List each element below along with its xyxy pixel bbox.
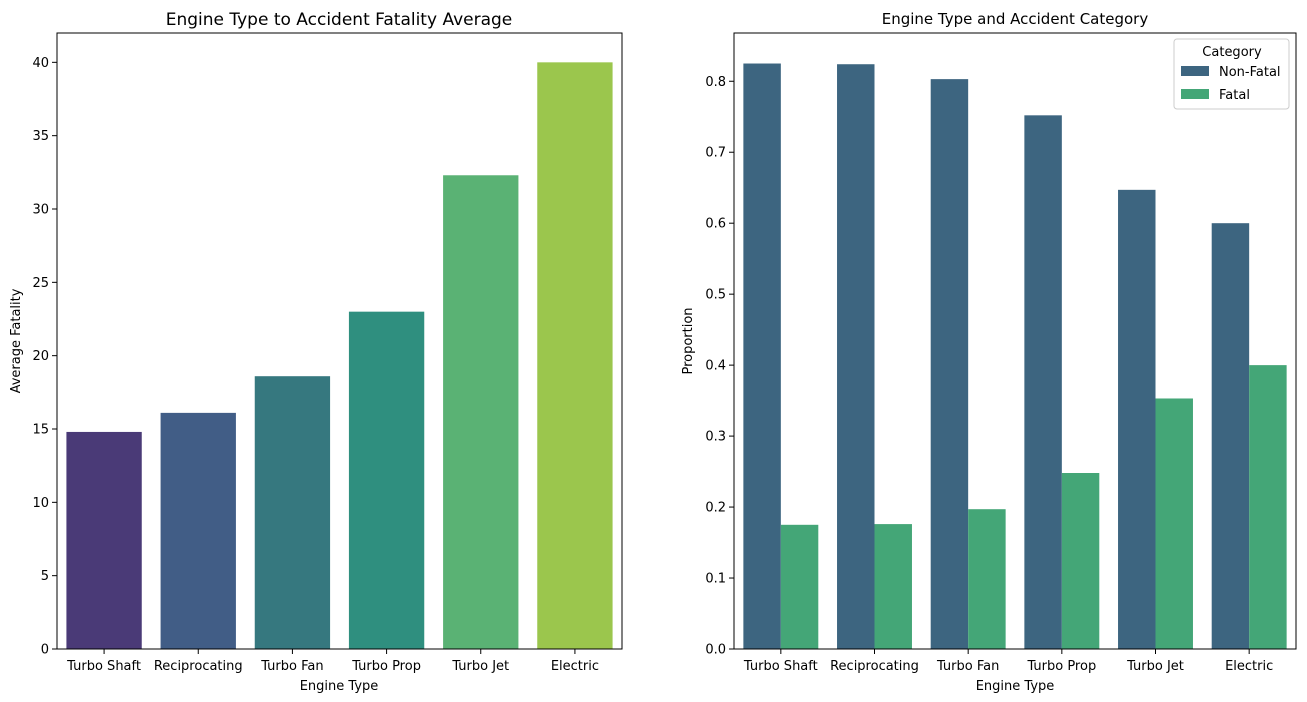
x-tick-label: Electric xyxy=(1225,659,1273,674)
x-axis-label: Engine Type xyxy=(976,679,1055,694)
y-tick-label: 40 xyxy=(32,56,49,71)
x-tick-label: Turbo Jet xyxy=(451,659,509,674)
bar-turbo-shaft xyxy=(66,431,142,649)
y-tick-label: 0.2 xyxy=(705,501,726,516)
y-tick-label: 25 xyxy=(32,276,49,291)
y-tick-label: 0.7 xyxy=(705,146,726,161)
chart-title: Engine Type to Accident Fatality Average xyxy=(166,10,513,30)
y-tick-label: 20 xyxy=(32,349,49,364)
y-tick-label: 5 xyxy=(41,569,49,584)
legend-title: Category xyxy=(1202,45,1262,60)
legend-label-non-fatal: Non-Fatal xyxy=(1219,65,1281,80)
x-tick-label: Turbo Fan xyxy=(260,659,323,674)
y-tick-label: 0 xyxy=(41,643,49,658)
bar-fatal-reciprocating xyxy=(874,524,912,649)
x-tick-label: Turbo Jet xyxy=(1126,659,1184,674)
bar-non-fatal-turbo-jet xyxy=(1118,189,1156,649)
chart-title: Engine Type and Accident Category xyxy=(882,10,1149,28)
accident-category-chart: Engine Type and Accident Category 0.0 0.1… xyxy=(681,10,1297,694)
x-tick-label: Turbo Fan xyxy=(936,659,999,674)
y-tick-label: 30 xyxy=(32,203,49,218)
legend-label-fatal: Fatal xyxy=(1219,88,1250,103)
x-tick-label: Turbo Prop xyxy=(351,659,421,674)
plot-frame xyxy=(733,32,1297,650)
y-tick-label: 0.4 xyxy=(705,359,726,374)
bar-turbo-fan xyxy=(254,376,331,649)
bar-turbo-jet xyxy=(443,175,519,649)
bar-reciprocating xyxy=(160,412,236,649)
bar-fatal-electric xyxy=(1249,365,1287,649)
bar-non-fatal-turbo-fan xyxy=(930,79,969,650)
x-tick-label: Electric xyxy=(551,659,599,674)
bar-non-fatal-turbo-prop xyxy=(1024,115,1062,650)
y-axis-label: Proportion xyxy=(681,307,696,374)
bar-non-fatal-reciprocating xyxy=(837,64,875,649)
x-tick-label: Reciprocating xyxy=(154,659,243,674)
bar-turbo-prop xyxy=(348,311,425,649)
x-tick-label: Turbo Shaft xyxy=(66,659,141,674)
y-tick-label: 35 xyxy=(32,129,49,144)
y-tick-label: 0.3 xyxy=(705,430,726,445)
bar-fatal-turbo-jet xyxy=(1155,398,1193,649)
bar-electric xyxy=(537,62,613,650)
bar-fatal-turbo-shaft xyxy=(780,524,819,649)
bar-fatal-turbo-prop xyxy=(1061,473,1100,649)
y-tick-label: 15 xyxy=(32,423,49,438)
bar-fatal-turbo-fan xyxy=(968,509,1006,649)
y-axis-label: Average Fatality xyxy=(9,288,24,393)
y-tick-label: 0.6 xyxy=(705,217,726,232)
x-tick-label: Turbo Prop xyxy=(1026,659,1096,674)
x-axis-label: Engine Type xyxy=(300,679,379,694)
legend-swatch-non-fatal xyxy=(1181,66,1209,76)
bar-non-fatal-turbo-shaft xyxy=(743,63,781,650)
y-tick-label: 10 xyxy=(32,496,49,511)
legend: Category Non-Fatal Fatal xyxy=(1173,38,1290,110)
x-tick-label: Reciprocating xyxy=(830,659,919,674)
y-tick-label: 0.1 xyxy=(705,572,726,587)
legend-swatch-fatal xyxy=(1181,89,1209,99)
fatality-average-chart: Engine Type to Accident Fatality Average… xyxy=(9,10,623,694)
plot-frame xyxy=(56,32,623,650)
bar-non-fatal-electric xyxy=(1211,223,1250,649)
y-tick-label: 0.5 xyxy=(705,288,726,303)
y-tick-label: 0.0 xyxy=(705,643,726,658)
x-tick-label: Turbo Shaft xyxy=(743,659,818,674)
y-tick-label: 0.8 xyxy=(705,75,726,90)
